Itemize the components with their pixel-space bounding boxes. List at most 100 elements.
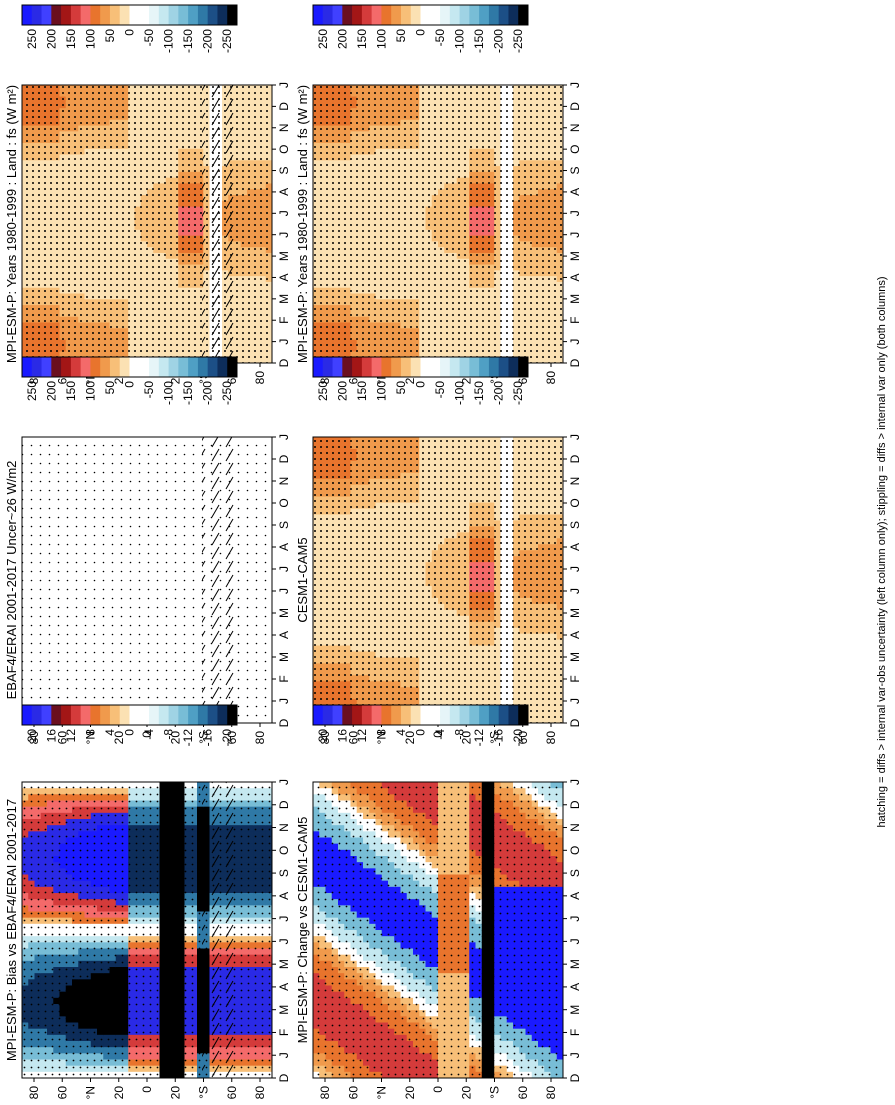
colorbar-label: 0: [123, 381, 137, 388]
colorbar-swatch: [498, 5, 509, 25]
month-tick-label: N: [277, 123, 291, 132]
colorbar-label: 50: [394, 381, 408, 395]
lat-tick-label: °S: [488, 731, 502, 744]
month-tick-label: J: [277, 434, 291, 440]
lat-tick-label: 20: [403, 731, 417, 745]
heatmap-field: [22, 85, 272, 363]
colorbar-swatch: [459, 357, 470, 377]
month-tick-label: D: [277, 800, 291, 809]
colorbar-swatch: [109, 705, 121, 725]
colorbar-label: 200: [44, 29, 58, 49]
colorbar-swatch: [371, 5, 382, 25]
colorbar-swatch: [352, 5, 363, 25]
month-tick-label: J: [277, 566, 291, 572]
colorbar-swatch: [41, 5, 52, 25]
colorbar-label: 100: [83, 29, 97, 49]
colorbar-swatch: [508, 357, 519, 377]
colorbar-swatch: [109, 357, 121, 377]
month-tick-label: F: [568, 675, 582, 682]
colorbar-label: -250: [511, 29, 525, 53]
month-tick-label: D: [277, 718, 291, 727]
colorbar-label: 50: [103, 29, 117, 43]
colorbar-label: -200: [492, 381, 506, 405]
heatmap-field: [313, 782, 563, 1078]
panel-title: MPI-ESM-P: Years 1980-1999 : Land : fs (…: [295, 85, 310, 363]
colorbar-label: 4: [394, 729, 408, 736]
month-tick-label: J: [277, 210, 291, 216]
colorbar-label: -200: [201, 381, 215, 405]
month-tick-label: D: [277, 1073, 291, 1082]
month-tick-label: J: [277, 938, 291, 944]
colorbar-swatch: [119, 5, 130, 25]
colorbar-swatch: [449, 705, 460, 725]
colorbar-label: 200: [44, 381, 58, 401]
month-tick-label: M: [277, 251, 291, 261]
colorbar-swatch: [400, 705, 412, 725]
colorbar-swatch: [391, 357, 402, 377]
panel-title: MPI-ESM-P: Bias vs EBAF4/ERAI 2001-2017: [4, 799, 19, 1061]
colorbar-swatch: [100, 705, 111, 725]
month-tick-label: M: [568, 1005, 582, 1015]
colorbar-swatch: [430, 5, 441, 25]
colorbar-swatch: [109, 5, 121, 25]
lat-tick-label: 60: [346, 731, 360, 745]
panel-title: CESM1-CAM5: [295, 537, 310, 622]
lat-tick-label: 80: [318, 1086, 332, 1100]
month-tick-label: J: [568, 938, 582, 944]
colorbar-label: 100: [374, 381, 388, 401]
colorbar-swatch: [129, 705, 140, 725]
colorbar-swatch: [479, 705, 490, 725]
month-tick-label: J: [568, 82, 582, 88]
month-tick-label: F: [568, 317, 582, 324]
colorbar-label: -20: [511, 729, 525, 747]
month-tick-label: D: [568, 1073, 582, 1082]
month-tick-label: A: [568, 631, 582, 639]
month-tick-label: M: [277, 959, 291, 969]
panel-title: MPI-ESM-P: Change vs CESM1-CAM5: [295, 817, 310, 1044]
month-tick-label: S: [568, 521, 582, 529]
lat-tick-label: 20: [168, 1086, 182, 1100]
month-tick-label: A: [568, 983, 582, 991]
month-tick-label: J: [277, 779, 291, 785]
colorbar-swatch: [371, 705, 382, 725]
month-tick-label: J: [277, 82, 291, 88]
colorbar-swatch: [61, 5, 72, 25]
month-tick-label: M: [277, 294, 291, 304]
colorbar-swatch: [488, 357, 500, 377]
colorbar-label: -100: [453, 29, 467, 53]
lat-tick-label: 80: [27, 731, 41, 745]
month-tick-label: J: [277, 698, 291, 704]
lat-tick-label: °S: [197, 731, 211, 744]
colorbar-swatch: [440, 357, 451, 377]
colorbar-swatch: [31, 357, 42, 377]
month-tick-label: J: [568, 698, 582, 704]
colorbar-swatch: [90, 705, 101, 725]
colorbar-swatch: [498, 705, 509, 725]
lat-tick-label: °N: [375, 1086, 389, 1099]
colorbar-swatch: [313, 5, 324, 25]
lat-tick-label: 80: [544, 371, 558, 385]
colorbar-swatch: [342, 705, 353, 725]
stippling: [313, 437, 563, 723]
lat-tick-label: 60: [516, 731, 530, 745]
colorbar-swatch: [70, 5, 82, 25]
colorbar-swatch: [119, 357, 130, 377]
month-tick-label: J: [568, 434, 582, 440]
colorbar-swatch: [197, 5, 209, 25]
month-tick-label: F: [568, 1029, 582, 1036]
colorbar-swatch: [400, 357, 412, 377]
colorbar-label: -150: [472, 29, 486, 53]
colorbar-label: -50: [433, 29, 447, 47]
lat-tick-label: 60: [516, 1086, 530, 1100]
colorbar-swatch: [178, 5, 189, 25]
colorbar-label: 16: [335, 729, 349, 743]
colorbar-swatch: [459, 705, 470, 725]
colorbar-swatch: [207, 5, 218, 25]
colorbar-swatch: [410, 705, 421, 725]
colorbar-swatch: [70, 705, 82, 725]
panel-p5: 80 60 °N 20 0 20 °S 60 80DJFMAMJJASONDJMPI-ESM-P…: [4, 704, 291, 1100]
colorbar-swatch: [22, 705, 33, 725]
colorbar-label: 150: [64, 29, 78, 49]
month-tick-label: O: [277, 846, 291, 855]
colorbar-swatch: [158, 705, 169, 725]
